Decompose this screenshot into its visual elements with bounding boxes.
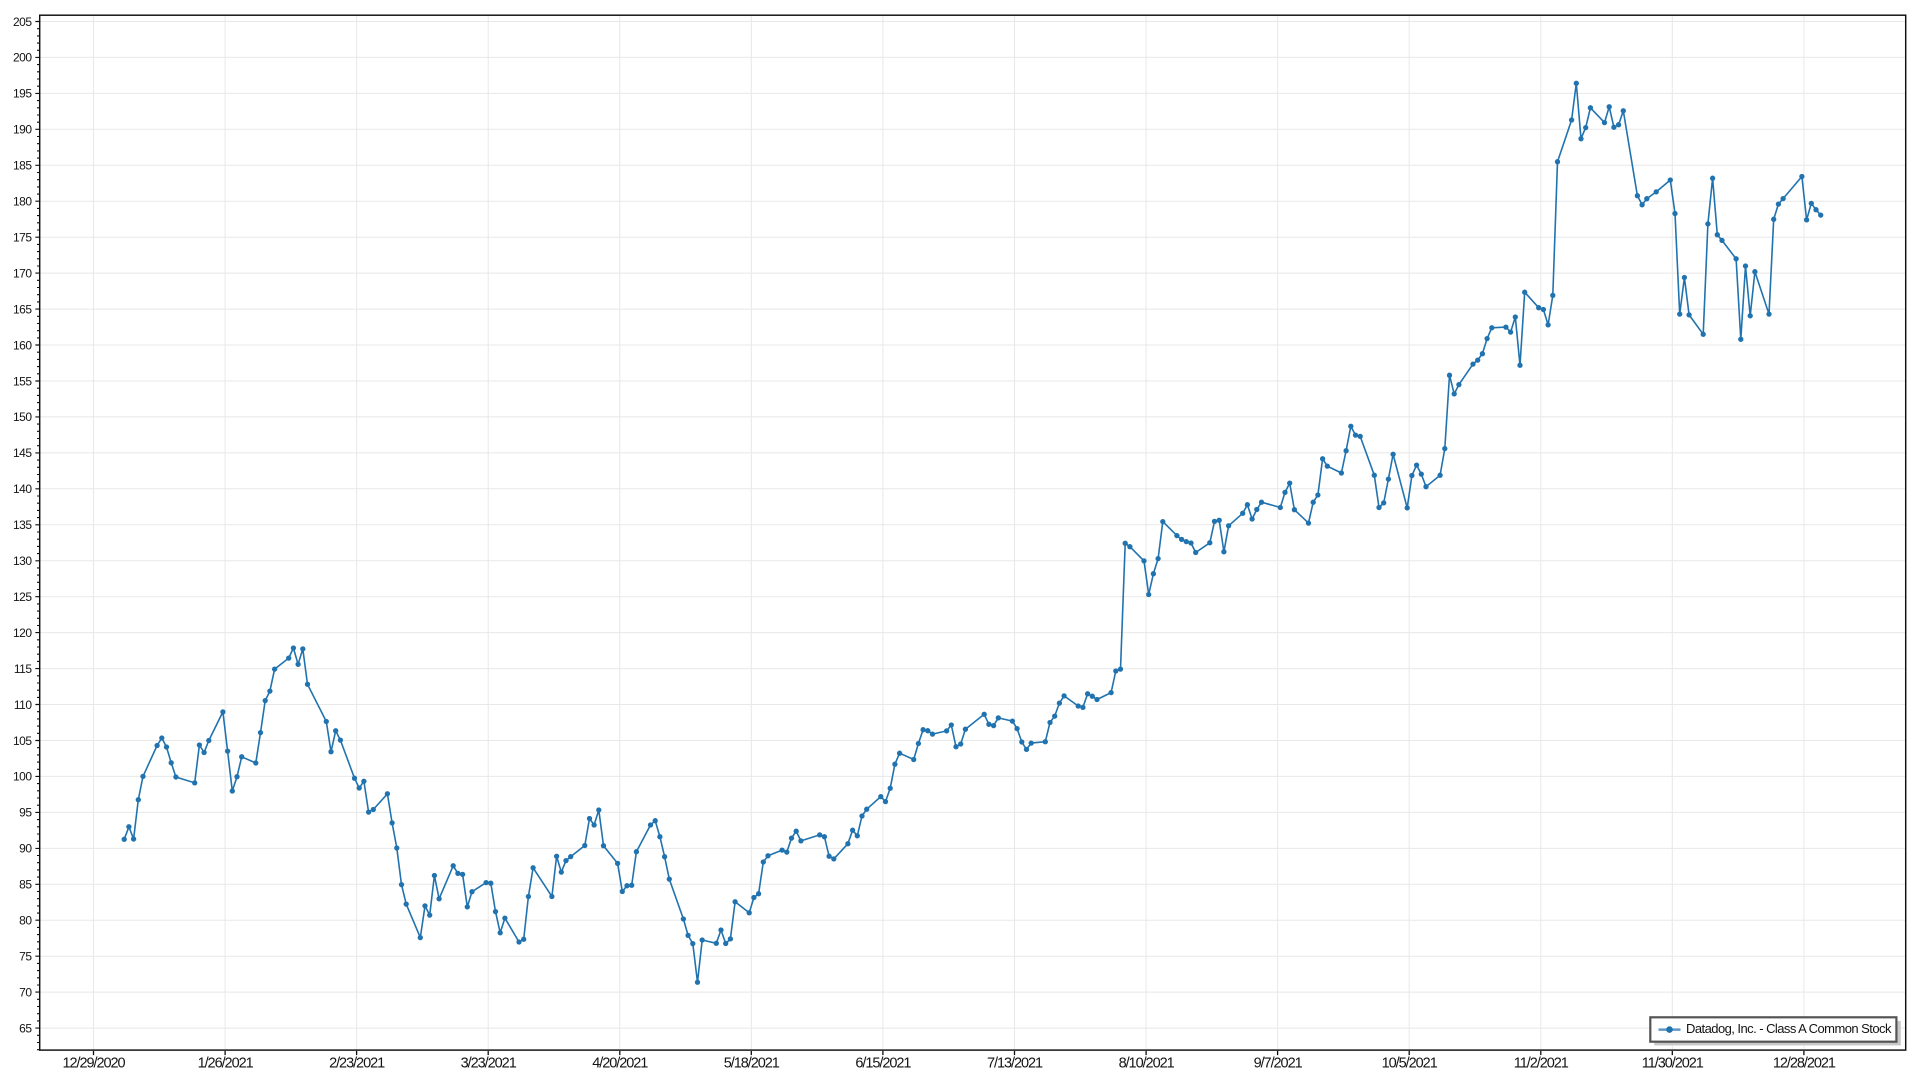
svg-text:2/23/2021: 2/23/2021 [329,1056,385,1072]
svg-text:125: 125 [13,590,32,604]
svg-text:11/2/2021: 11/2/2021 [1514,1056,1569,1072]
svg-text:135: 135 [13,518,32,532]
svg-text:65: 65 [19,1021,32,1035]
svg-text:7/13/2021: 7/13/2021 [987,1056,1043,1072]
svg-text:165: 165 [13,302,32,316]
svg-text:140: 140 [13,482,32,496]
svg-text:195: 195 [13,87,32,101]
svg-text:6/15/2021: 6/15/2021 [855,1056,911,1072]
svg-text:75: 75 [19,950,32,964]
svg-text:155: 155 [13,374,32,388]
svg-text:95: 95 [19,806,32,820]
svg-text:12/29/2020: 12/29/2020 [62,1056,125,1072]
svg-text:110: 110 [14,698,32,712]
svg-text:180: 180 [13,195,32,209]
svg-text:190: 190 [13,123,32,137]
svg-text:160: 160 [13,338,32,352]
svg-text:100: 100 [13,770,32,784]
svg-text:145: 145 [13,446,32,460]
svg-text:9/7/2021: 9/7/2021 [1254,1056,1303,1072]
svg-text:120: 120 [13,626,32,640]
svg-text:11/30/2021: 11/30/2021 [1642,1056,1704,1072]
svg-text:8/10/2021: 8/10/2021 [1119,1056,1175,1072]
svg-text:200: 200 [13,51,32,65]
svg-text:150: 150 [13,410,32,424]
svg-text:3/23/2021: 3/23/2021 [461,1056,517,1072]
svg-text:85: 85 [19,878,32,892]
svg-text:205: 205 [13,15,32,29]
svg-text:12/28/2021: 12/28/2021 [1773,1056,1836,1072]
svg-text:105: 105 [13,734,32,748]
svg-text:175: 175 [13,231,32,245]
svg-text:1/26/2021: 1/26/2021 [198,1056,254,1072]
svg-text:4/20/2021: 4/20/2021 [592,1056,648,1072]
svg-text:130: 130 [13,554,32,568]
svg-text:10/5/2021: 10/5/2021 [1382,1056,1438,1072]
svg-text:80: 80 [19,914,32,928]
svg-text:70: 70 [19,985,32,999]
svg-text:90: 90 [19,842,32,856]
svg-text:170: 170 [13,266,32,280]
svg-text:5/18/2021: 5/18/2021 [724,1056,780,1072]
svg-text:185: 185 [13,159,32,173]
svg-text:Datadog, Inc. - Class A Common: Datadog, Inc. - Class A Common Stock [1686,1021,1892,1036]
svg-text:115: 115 [14,662,32,676]
